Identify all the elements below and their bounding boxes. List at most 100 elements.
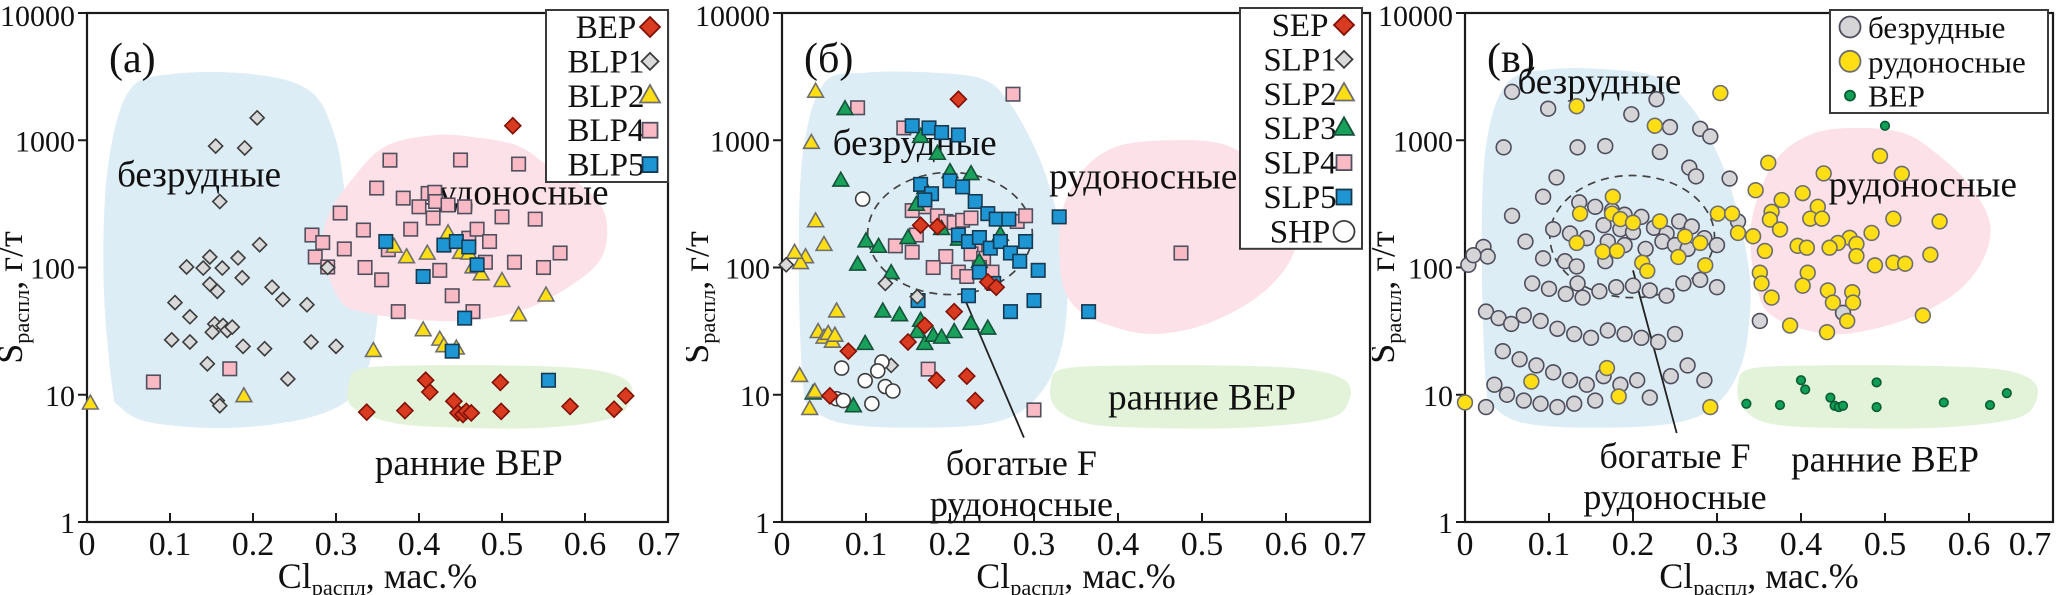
data-point-square (887, 238, 903, 254)
data-point-square (1030, 262, 1046, 278)
data-point-circle (1566, 395, 1583, 412)
data-point-diamond (211, 397, 228, 414)
data-point-diamond (640, 51, 660, 72)
data-point-square (481, 233, 498, 250)
y-tick-label: 1 (755, 507, 770, 540)
y-tick-label: 1 (60, 507, 75, 540)
data-point-diamond (839, 342, 858, 361)
data-point-diamond (915, 316, 934, 335)
data-point-square (992, 233, 1008, 250)
data-point-diamond (302, 333, 320, 351)
data-point-diamond (778, 256, 795, 273)
x-tick-label: 0.6 (1948, 526, 1991, 563)
data-point-diamond (204, 324, 221, 341)
data-point-diamond (898, 332, 918, 352)
data-point-circle (1456, 394, 1474, 411)
data-point-square (332, 205, 348, 221)
x-tick-label: 0.3 (1696, 526, 1739, 563)
series-BEP (1741, 120, 2012, 413)
data-point-circle (1751, 312, 1769, 330)
data-point-square (1005, 86, 1021, 102)
data-point-circle (1571, 205, 1589, 222)
data-point-circle (1548, 169, 1565, 186)
y-tick-label: 10 (740, 380, 770, 413)
data-point-circle (1648, 91, 1665, 108)
panel-letter: (б) (804, 36, 853, 82)
data-point-circle (1503, 83, 1521, 101)
data-point-square (425, 210, 441, 226)
data-point-square (1002, 304, 1019, 320)
data-point-triangle (835, 99, 855, 116)
data-point-triangle (855, 333, 875, 351)
data-point-circle (1477, 398, 1495, 416)
data-point-circle (1534, 250, 1552, 267)
data-point-diamond (201, 248, 218, 266)
data-point-square (355, 222, 371, 238)
data-point-circle (1824, 294, 1842, 311)
data-point-circle (1692, 271, 1709, 289)
annotation-label: богатые F (1599, 436, 1750, 476)
legend-label: SLP4 (1263, 146, 1336, 182)
legend-label: BLP5 (567, 148, 644, 184)
data-point-square (428, 193, 444, 210)
data-point-triangle (932, 327, 951, 344)
data-point-diamond (945, 302, 964, 321)
y-tick-label: 1 (1438, 507, 1453, 540)
y-tick-label: 100 (30, 253, 75, 286)
data-point-circle (1658, 287, 1675, 304)
x-tick-label: 0.6 (564, 526, 607, 563)
data-point-circle (1702, 398, 1719, 416)
data-point-diamond (927, 371, 946, 390)
data-point-circle (1511, 351, 1528, 368)
data-point-diamond (1334, 49, 1354, 70)
x-tick-label: 0.1 (1528, 526, 1571, 563)
data-point-diamond (251, 236, 268, 253)
data-point-circle (1798, 239, 1816, 256)
data-point-triangle (1332, 81, 1356, 102)
x-axis-title: Clраспл, мас.% (278, 556, 478, 595)
data-point-circle (1839, 312, 1856, 330)
data-point-triangle (814, 234, 834, 252)
data-point-circle (1756, 242, 1774, 260)
data-point-diamond (211, 193, 228, 210)
data-point-triangle (856, 231, 876, 248)
legend-label: SLP2 (1263, 77, 1336, 113)
legend-label: SLP5 (1263, 180, 1336, 216)
data-point-circle (1763, 289, 1780, 306)
data-point-circle (1844, 89, 1856, 102)
data-point-square (444, 343, 460, 359)
data-point-diamond (163, 331, 180, 348)
data-point-square (959, 268, 975, 285)
region-label-barren: безрудные (117, 154, 281, 195)
data-point-square (641, 156, 659, 174)
data-point-square (960, 288, 977, 304)
legend-label: безрудные (1868, 10, 2005, 45)
data-point-circle (1515, 392, 1533, 409)
data-point-circle (1825, 392, 1836, 403)
x-tick-label: 0.4 (1780, 526, 1823, 563)
panel-letter: (в) (1487, 36, 1535, 82)
data-point-circle (1591, 283, 1608, 300)
data-point-circle (1549, 320, 1566, 337)
data-point-circle (1515, 307, 1533, 324)
data-point-circle (1871, 147, 1889, 165)
x-tick-label: 0.4 (398, 526, 441, 563)
data-point-triangle (928, 143, 947, 161)
region-label-early-BEP: ранние BEP (375, 443, 563, 484)
series-SLP5 (904, 118, 1097, 320)
data-point-square (461, 239, 477, 255)
data-point-triangle (1332, 115, 1356, 136)
y-tick-label: 100 (725, 253, 770, 286)
x-tick-label: 0.2 (1612, 526, 1655, 563)
data-point-circle (1747, 182, 1764, 199)
data-point-circle (1848, 247, 1865, 265)
data-point-diamond (966, 391, 985, 410)
data-point-circle (1598, 359, 1616, 377)
data-point-diamond (199, 355, 216, 372)
data-point-square (452, 152, 469, 168)
y-axis-title: Sраспл, г/т (1372, 231, 1406, 364)
data-point-diamond (319, 259, 336, 276)
data-point-triangle (873, 301, 893, 318)
